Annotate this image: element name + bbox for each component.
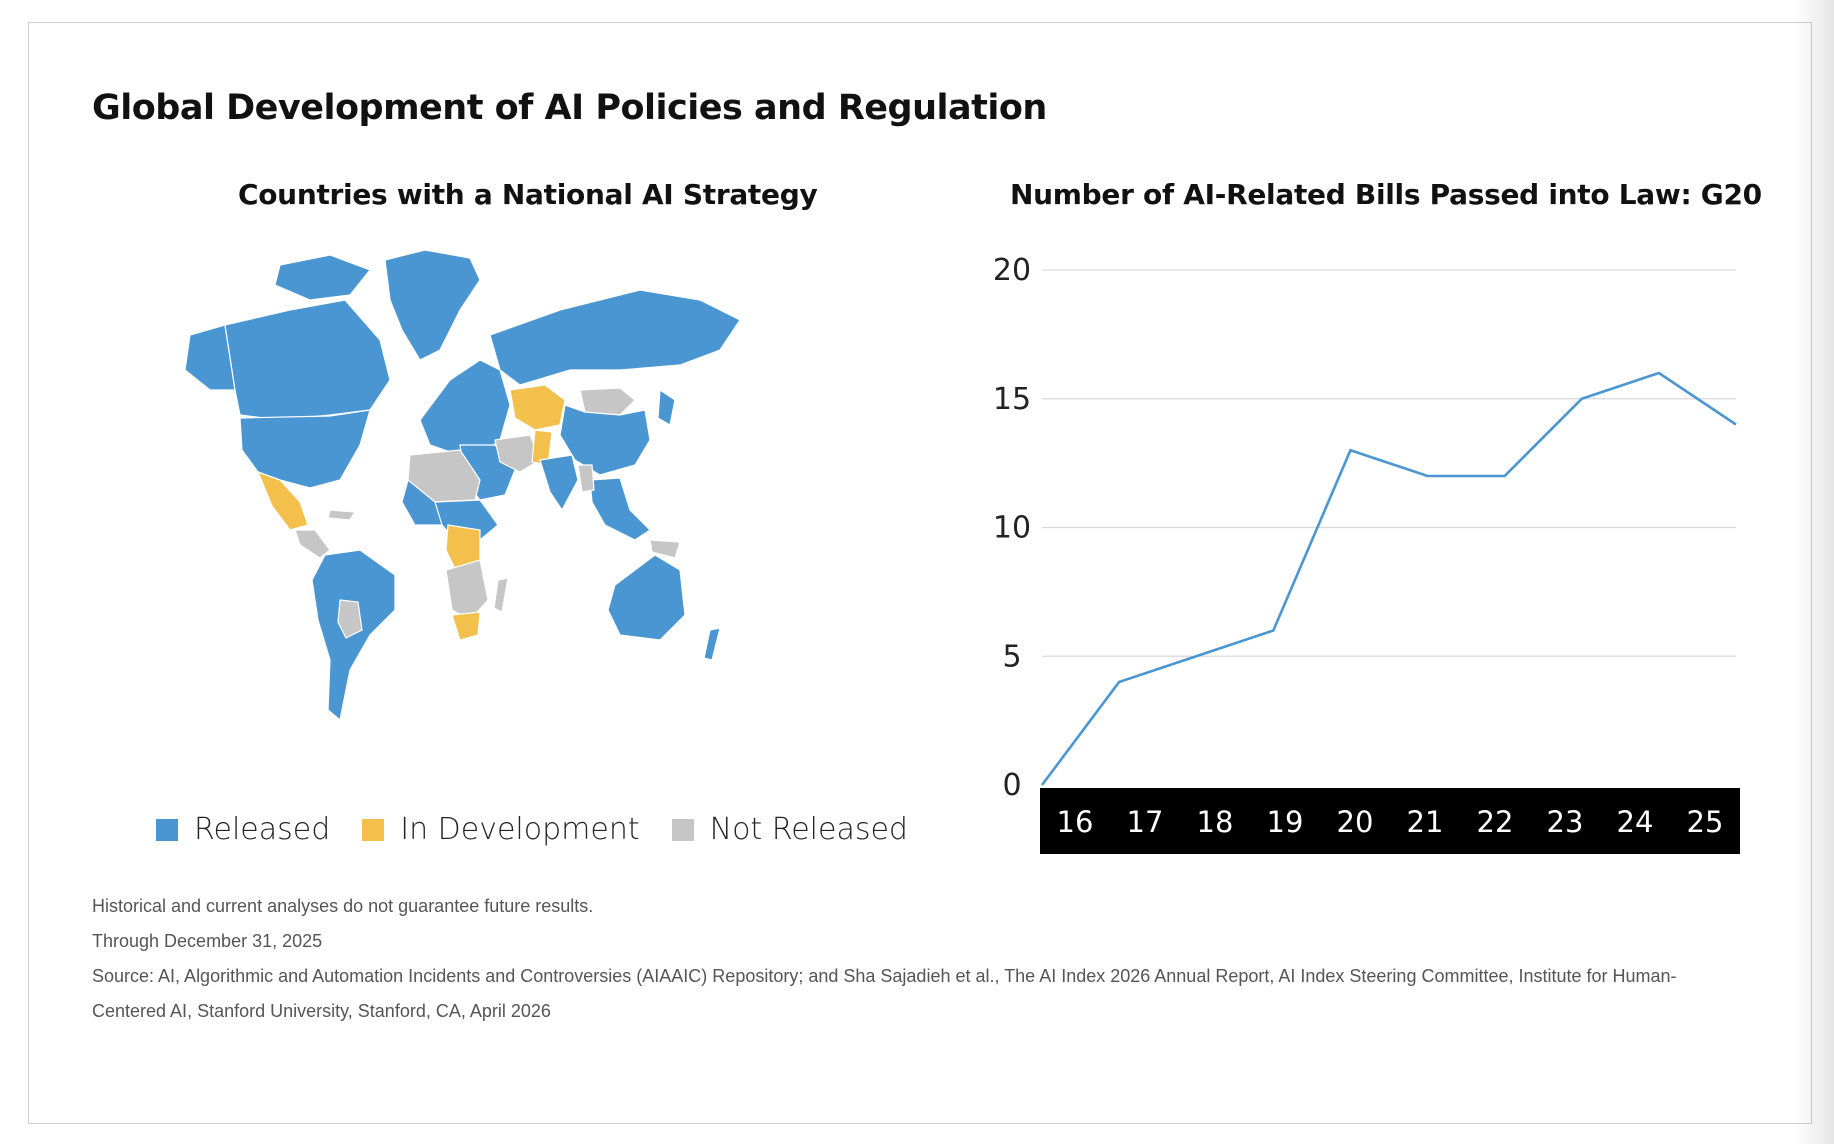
region-south-africa	[451, 611, 481, 641]
world-map	[184, 249, 741, 722]
x-tick-label-21: 21	[1407, 805, 1444, 839]
x-tick-label-16: 16	[1057, 805, 1094, 839]
region-mexico	[256, 470, 309, 531]
region-caribbean	[327, 509, 357, 521]
region-arctic-islands	[274, 254, 371, 301]
region-south-america-inner	[337, 599, 363, 639]
region-china	[559, 404, 651, 476]
x-tick-label-19: 19	[1267, 805, 1304, 839]
x-tick-label-24: 24	[1617, 805, 1654, 839]
region-new-zealand	[703, 627, 721, 661]
map-title: Countries with a National AI Strategy	[238, 178, 818, 211]
legend-label-in-development: In Development	[400, 812, 640, 847]
page-title: Global Development of AI Policies and Re…	[92, 88, 1047, 128]
region-madagascar	[493, 577, 509, 613]
page-edge-shadow	[1794, 0, 1834, 1144]
region-greenland	[384, 249, 481, 361]
region-south-america	[311, 549, 396, 722]
line-chart-title: Number of AI-Related Bills Passed into L…	[1010, 178, 1762, 211]
region-southern-africa	[445, 559, 489, 621]
region-japan	[657, 388, 676, 426]
legend-label-not-released: Not Released	[709, 812, 908, 847]
legend-item-in-development: In Development	[362, 812, 640, 847]
legend-swatch-not-released	[671, 818, 694, 841]
map-legend: Released In Development Not Released	[156, 812, 940, 847]
region-indochina	[577, 464, 595, 493]
series-line-0	[1040, 371, 1737, 786]
x-tick-label-17: 17	[1127, 805, 1164, 839]
region-australia	[607, 554, 686, 641]
legend-item-not-released: Not Released	[671, 812, 908, 847]
x-axis-band	[1040, 788, 1740, 854]
y-tick-label-0: 0	[1002, 768, 1021, 803]
region-central-america	[294, 529, 331, 559]
region-russia	[489, 289, 741, 386]
legend-item-released: Released	[156, 812, 330, 847]
legend-label-released: Released	[194, 812, 331, 847]
region-india	[539, 454, 579, 512]
x-tick-label-25: 25	[1687, 805, 1724, 839]
region-usa	[239, 409, 371, 489]
footnote-date: Through December 31, 2025	[92, 931, 323, 951]
x-tick-label-22: 22	[1477, 805, 1514, 839]
legend-swatch-in-development	[362, 818, 385, 841]
region-papua	[649, 539, 681, 559]
region-alaska	[184, 324, 236, 391]
footnote-source: Source: AI, Algorithmic and Automation I…	[92, 966, 1677, 986]
region-kazakhstan	[509, 384, 566, 431]
x-tick-label-23: 23	[1547, 805, 1584, 839]
region-europe	[419, 359, 511, 456]
map-shapes	[184, 249, 741, 722]
region-southeast-asia	[589, 477, 651, 541]
x-tick-label-18: 18	[1197, 805, 1234, 839]
x-tick-label-20: 20	[1337, 805, 1374, 839]
y-tick-label-20: 20	[993, 253, 1031, 288]
region-mongolia	[579, 387, 636, 416]
legend-swatch-released	[156, 818, 178, 841]
y-tick-label-5: 5	[1002, 639, 1021, 674]
y-tick-label-15: 15	[993, 382, 1031, 417]
line-chart: 0 5 10 15 20 16 17 18 19 20 21 22 23 24 25	[993, 253, 1740, 854]
region-central-asia-south	[494, 434, 541, 473]
y-tick-label-10: 10	[993, 511, 1031, 546]
region-west-africa	[401, 478, 446, 526]
region-canada	[224, 299, 391, 421]
footnote-source-cont: Centered AI, Stanford University, Stanfo…	[92, 1001, 551, 1021]
footnote-disclaimer: Historical and current analyses do not g…	[92, 896, 594, 916]
